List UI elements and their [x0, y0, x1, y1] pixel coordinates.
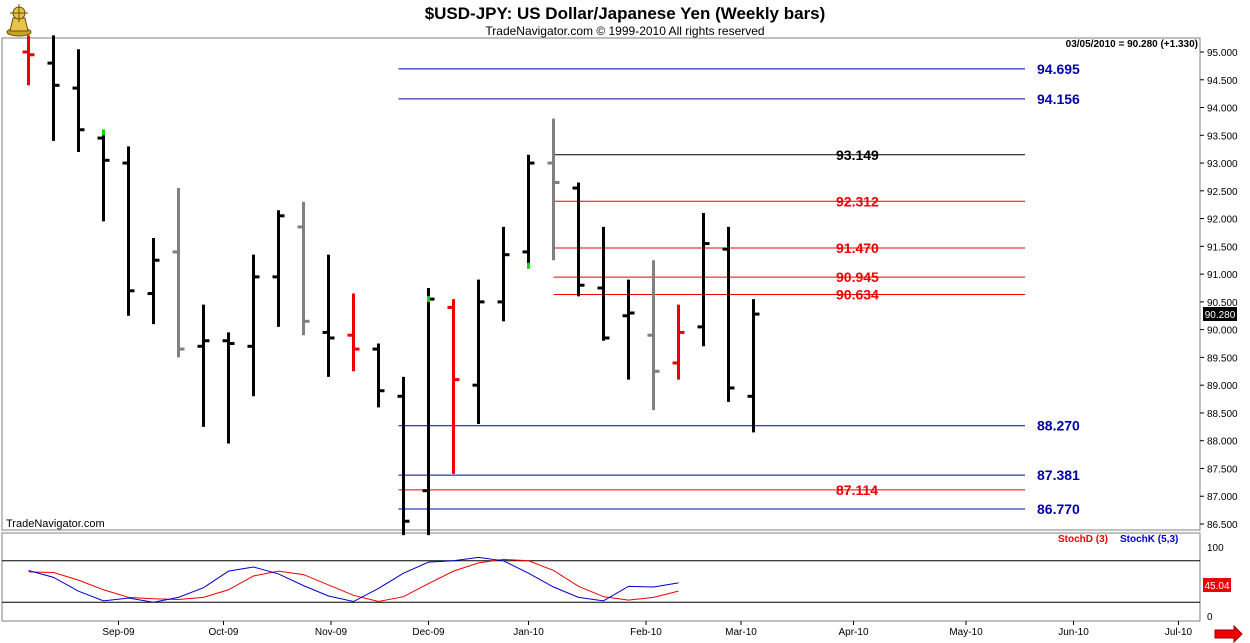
price-tick-label: 93.000	[1207, 159, 1238, 170]
time-tick-label: Jun-10	[1058, 627, 1089, 638]
level-label: 90.945	[836, 269, 879, 285]
stoch-tick-label: 100	[1207, 543, 1224, 554]
ohlc-bar	[522, 154, 535, 266]
ohlc-bar	[122, 146, 135, 316]
stochD-legend: StochD (3)	[1058, 534, 1108, 545]
green-marker	[102, 129, 105, 136]
green-marker	[527, 262, 530, 269]
ohlc-bar	[322, 254, 335, 377]
time-tick-label: Dec-09	[412, 627, 445, 638]
stoch-series-line	[28, 556, 679, 603]
price-tick-label: 86.500	[1207, 520, 1238, 531]
price-tick-label: 87.500	[1207, 464, 1238, 475]
price-tick-label: 89.000	[1207, 381, 1238, 392]
trade-navigator-logo-icon	[6, 4, 32, 37]
price-tick-label: 90.000	[1207, 326, 1238, 337]
time-tick-label: Mar-10	[725, 627, 757, 638]
ohlc-bar	[272, 210, 285, 327]
ohlc-bar	[622, 279, 635, 380]
ohlc-bar	[397, 376, 410, 536]
price-tick-label: 94.500	[1207, 76, 1238, 87]
time-tick-label: May-10	[949, 627, 983, 638]
price-readout: 03/05/2010 = 90.280 (+1.330)	[1066, 39, 1198, 50]
price-tick-label: 87.000	[1207, 492, 1238, 503]
price-tick-label: 91.000	[1207, 270, 1238, 281]
price-tick-label: 93.500	[1207, 131, 1238, 142]
ohlc-bar	[722, 226, 735, 402]
ohlc-bar	[347, 293, 360, 372]
price-tick-label: 88.000	[1207, 437, 1238, 448]
time-tick-label: Sep-09	[102, 627, 135, 638]
last-price-label: 90.280	[1205, 310, 1236, 321]
stoch-value-label: 45.04	[1204, 581, 1229, 592]
time-tick-label: Jul-10	[1165, 627, 1193, 638]
stoch-value-tag: 45.04	[1203, 578, 1231, 592]
ohlc-bars	[22, 35, 760, 536]
level-label: 93.149	[836, 147, 879, 163]
ohlc-bar	[572, 182, 585, 297]
ohlc-bar	[72, 49, 85, 152]
price-tick-label: 91.500	[1207, 242, 1238, 253]
ohlc-bar	[597, 226, 610, 341]
level-label: 92.312	[836, 193, 879, 209]
ohlc-bar	[197, 304, 210, 427]
level-label: 86.770	[1037, 501, 1080, 517]
time-tick-label: Oct-09	[208, 627, 238, 638]
ohlc-bar	[372, 343, 385, 408]
level-label: 87.381	[1037, 467, 1080, 483]
ohlc-bar	[97, 129, 110, 222]
price-tick-label: 95.000	[1207, 48, 1238, 59]
stoch-series-line	[28, 558, 679, 603]
ohlc-bar	[672, 304, 685, 380]
time-axis: Sep-09 Oct-09 Nov-09 Dec-09 Jan-10 Feb-10 Mar-…	[102, 621, 1193, 638]
ohlc-bar	[547, 118, 560, 261]
ohlc-bar	[22, 35, 35, 86]
watermark-text: TradeNavigator.com	[6, 518, 105, 530]
ohlc-bar	[747, 299, 760, 433]
ohlc-bar	[172, 188, 185, 358]
level-label: 90.634	[836, 286, 879, 302]
stochastic-panel-frame	[1, 532, 1201, 622]
level-label: 88.270	[1037, 418, 1080, 434]
time-tick-label: Feb-10	[630, 627, 662, 638]
green-marker	[427, 296, 430, 303]
level-label: 91.470	[836, 240, 879, 256]
last-price-tag: 90.280	[1203, 307, 1237, 321]
level-lines: 94.695 94.156 93.149 92.312 91.470 90.94590.6…	[398, 61, 1080, 517]
ohlc-bar	[297, 201, 310, 336]
price-axis: 86.500 87.000 87.500 88.000 88.500 89.000 89.5…	[1200, 48, 1238, 531]
ohlc-bar	[247, 254, 260, 397]
level-label: 87.114	[836, 482, 878, 498]
ohlc-bar	[222, 332, 235, 444]
stoch-tick-label: 0	[1207, 612, 1213, 623]
chart-header: $USD-JPY: US Dollar/Japanese Yen (Weekly…	[0, 0, 1250, 40]
ohlc-bar	[697, 213, 710, 347]
price-tick-label: 90.500	[1207, 298, 1238, 309]
stochK-legend: StochK (5,3)	[1120, 534, 1178, 545]
time-tick-label: Jan-10	[513, 627, 544, 638]
ohlc-bar	[422, 288, 435, 536]
ohlc-bar	[47, 35, 60, 141]
price-tick-label: 88.500	[1207, 409, 1238, 420]
level-label: 94.156	[1037, 91, 1080, 107]
level-label: 94.695	[1037, 61, 1080, 77]
ohlc-bar	[472, 279, 485, 425]
ohlc-bar	[497, 226, 510, 322]
chart-title: $USD-JPY: US Dollar/Japanese Yen (Weekly…	[424, 4, 826, 23]
chart-frames	[1, 37, 1201, 622]
price-tick-label: 92.500	[1207, 187, 1238, 198]
ohlc-bar	[447, 299, 460, 475]
stochastic-panel: 100500StochD (3)StochK (5,3)	[2, 534, 1224, 623]
time-tick-label: Nov-09	[315, 627, 348, 638]
price-tick-label: 89.500	[1207, 353, 1238, 364]
scroll-right-button[interactable]	[1214, 624, 1243, 643]
time-tick-label: Apr-10	[838, 627, 868, 638]
ohlc-bar	[647, 260, 660, 411]
ohlc-bar	[147, 238, 160, 325]
price-panel-frame	[1, 37, 1201, 531]
price-tick-label: 94.000	[1207, 104, 1238, 115]
price-tick-label: 92.000	[1207, 215, 1238, 226]
chart-subtitle: TradeNavigator.com © 1999-2010 All right…	[485, 24, 765, 38]
